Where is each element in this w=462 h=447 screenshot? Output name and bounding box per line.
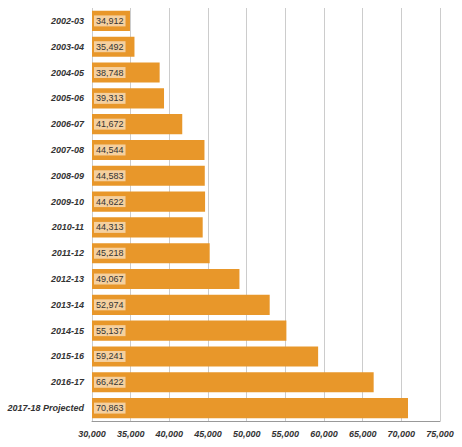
svg-text:55,137: 55,137: [96, 326, 124, 336]
svg-text:2009-10: 2009-10: [50, 197, 84, 207]
svg-text:41,672: 41,672: [96, 119, 124, 129]
svg-text:44,313: 44,313: [96, 222, 124, 232]
svg-text:75,000: 75,000: [426, 429, 454, 439]
svg-text:49,067: 49,067: [96, 274, 124, 284]
svg-text:2014-15: 2014-15: [50, 326, 85, 336]
svg-text:70,000: 70,000: [388, 429, 416, 439]
svg-text:45,000: 45,000: [193, 429, 222, 439]
svg-text:44,544: 44,544: [96, 145, 124, 155]
svg-text:52,974: 52,974: [96, 300, 124, 310]
svg-text:34,912: 34,912: [96, 16, 124, 26]
svg-text:50,000: 50,000: [233, 429, 261, 439]
svg-text:65,000: 65,000: [349, 429, 377, 439]
svg-text:40,000: 40,000: [155, 429, 184, 439]
svg-text:66,422: 66,422: [96, 377, 124, 387]
svg-text:45,218: 45,218: [96, 248, 124, 258]
svg-text:2002-03: 2002-03: [50, 16, 84, 26]
svg-text:38,748: 38,748: [96, 68, 124, 78]
svg-text:35,492: 35,492: [96, 42, 124, 52]
svg-text:70,863: 70,863: [96, 403, 124, 413]
svg-text:2006-07: 2006-07: [50, 119, 85, 129]
svg-text:44,583: 44,583: [96, 171, 124, 181]
svg-text:2005-06: 2005-06: [50, 93, 85, 103]
svg-text:2017-18 Projected: 2017-18 Projected: [6, 403, 84, 413]
svg-text:59,241: 59,241: [96, 351, 124, 361]
svg-text:55,000: 55,000: [272, 429, 300, 439]
svg-text:2016-17: 2016-17: [50, 377, 85, 387]
svg-text:2007-08: 2007-08: [50, 145, 84, 155]
svg-text:2013-14: 2013-14: [50, 300, 84, 310]
svg-text:2011-12: 2011-12: [51, 248, 84, 258]
svg-text:44,622: 44,622: [96, 197, 124, 207]
svg-text:2008-09: 2008-09: [50, 171, 84, 181]
svg-text:60,000: 60,000: [310, 429, 338, 439]
svg-text:2012-13: 2012-13: [50, 274, 84, 284]
svg-text:39,313: 39,313: [96, 93, 124, 103]
svg-text:2010-11: 2010-11: [51, 222, 84, 232]
svg-text:2015-16: 2015-16: [50, 351, 85, 361]
svg-text:2004-05: 2004-05: [50, 68, 85, 78]
svg-text:30,000: 30,000: [78, 429, 106, 439]
svg-text:35,000: 35,000: [117, 429, 145, 439]
svg-text:2003-04: 2003-04: [50, 42, 84, 52]
